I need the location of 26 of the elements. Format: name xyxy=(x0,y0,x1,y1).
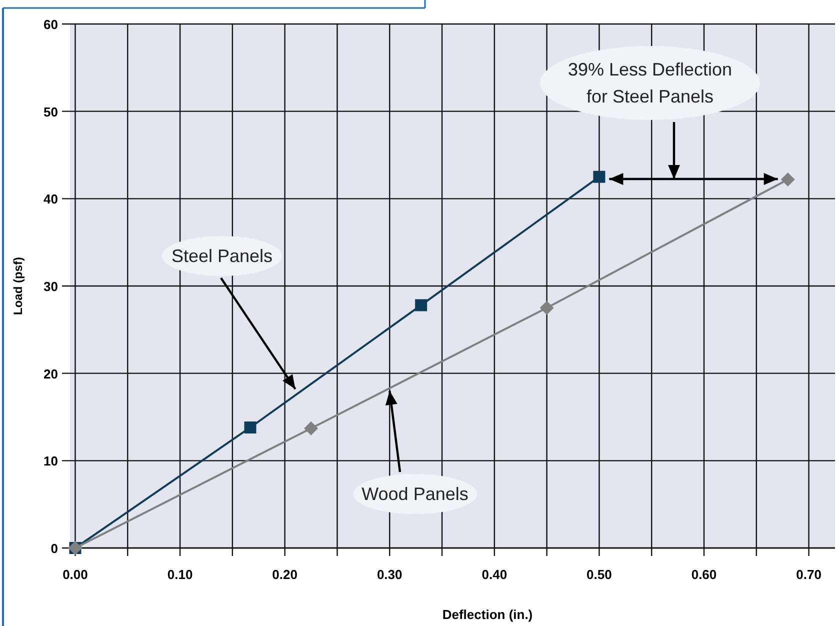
point xyxy=(415,299,428,312)
x-tick-label: 0.10 xyxy=(167,567,193,582)
y-tick-label: 40 xyxy=(44,192,58,207)
point xyxy=(304,421,318,436)
x-tick-label: 0.70 xyxy=(796,567,822,582)
y-tick-label: 30 xyxy=(44,279,58,294)
y-tick-label: 60 xyxy=(44,17,58,32)
annotation: Wood Panels xyxy=(362,484,468,504)
y-tick-label: 0 xyxy=(50,541,58,556)
point xyxy=(540,300,554,315)
point xyxy=(593,170,606,183)
annotation: Steel Panels xyxy=(171,246,273,266)
x-tick-label: 0.30 xyxy=(376,567,402,582)
x-axis-title: Deflection (in.) xyxy=(442,607,533,622)
y-tick-label: 10 xyxy=(44,454,58,469)
x-tick-label: 0.20 xyxy=(272,567,298,582)
y-tick-label: 20 xyxy=(44,366,58,382)
y-tick-label: 50 xyxy=(44,104,58,120)
annotation: 39% Less Deflection for Steel Panels xyxy=(568,60,732,106)
x-tick-label: 0.50 xyxy=(586,567,612,582)
x-tick-label: 0.40 xyxy=(482,567,508,582)
point xyxy=(244,421,256,434)
x-tick-label: 0.00 xyxy=(62,567,88,582)
point xyxy=(780,172,795,186)
y-axis-title: Load (psf) xyxy=(11,257,25,315)
x-tick-label: 0.60 xyxy=(691,567,717,582)
